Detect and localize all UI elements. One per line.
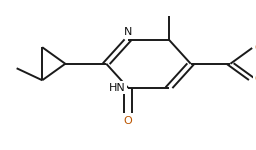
Text: HN: HN	[109, 83, 125, 93]
Text: O: O	[255, 75, 256, 84]
Text: OH: OH	[255, 43, 256, 53]
Text: N: N	[124, 27, 132, 37]
Text: O: O	[124, 116, 132, 126]
